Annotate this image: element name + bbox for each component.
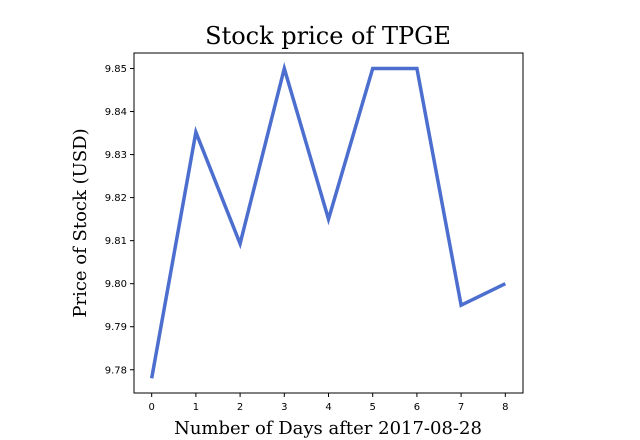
x-tick-label: 2 [237,402,243,413]
y-axis: 9.78 9.79 9.80 9.81 9.82 9.83 9.84 9.85 [105,64,134,376]
y-tick-label: 9.84 [105,107,127,118]
x-axis: 0 1 2 3 4 5 6 7 8 [148,393,509,413]
x-tick-label: 3 [281,402,287,413]
x-tick-label: 4 [325,402,331,413]
y-tick-label: 9.82 [105,193,127,204]
x-tick-label: 0 [148,402,154,413]
x-tick-label: 6 [414,402,420,413]
x-tick-label: 1 [193,402,199,413]
y-tick-label: 9.78 [105,365,127,376]
x-axis-label: Number of Days after 2017-08-28 [174,418,482,439]
x-tick-label: 8 [502,402,508,413]
y-tick-label: 9.80 [105,279,127,290]
series-line [149,61,507,379]
x-tick-label: 5 [370,402,376,413]
plot-area [149,61,507,379]
y-tick-label: 9.81 [105,236,127,247]
y-tick-label: 9.83 [105,150,127,161]
y-axis-label: Price of Stock (USD) [70,128,91,317]
y-tick-label: 9.79 [105,322,127,333]
x-tick-label: 7 [458,402,464,413]
y-tick-label: 9.85 [105,64,127,75]
chart-title: Stock price of TPGE [205,22,451,50]
